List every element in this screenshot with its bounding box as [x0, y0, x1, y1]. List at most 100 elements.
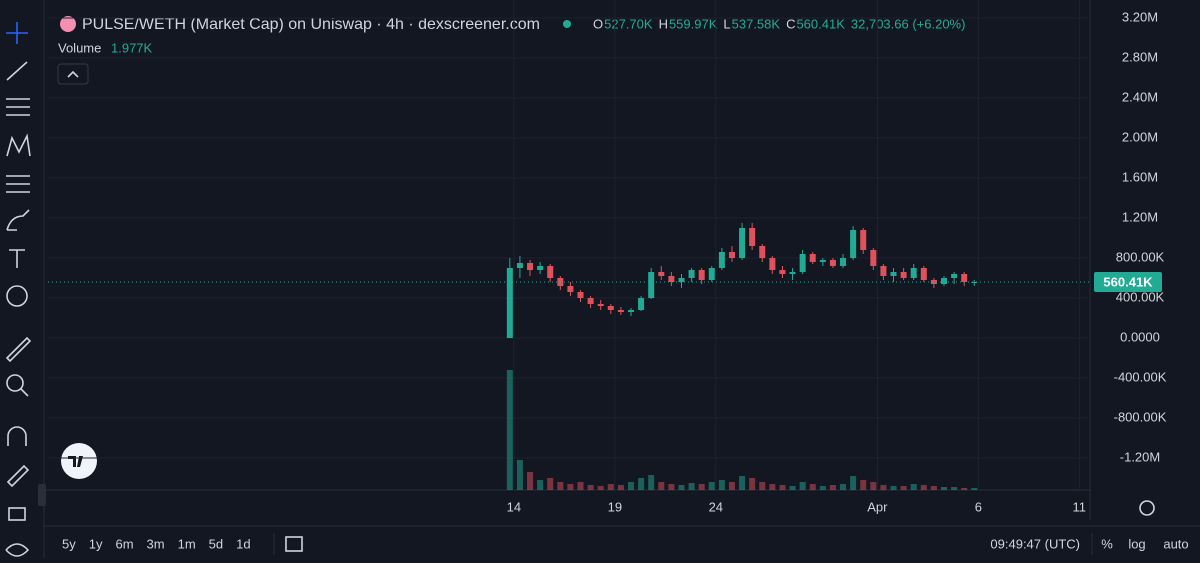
candle-body — [587, 298, 594, 304]
volume-bar — [708, 482, 715, 490]
volume-bar — [850, 476, 857, 490]
volume-bar — [527, 472, 534, 490]
volume-bar — [567, 484, 574, 490]
brush-tool[interactable] — [6, 209, 30, 231]
candle-body — [739, 228, 746, 258]
volume-bar — [516, 460, 523, 490]
range-button[interactable]: 1y — [89, 536, 103, 551]
volume-bar — [779, 485, 786, 490]
plot-area: 3.20M 2.80M 2.40M 2.00M 1.60M 1.20M 800.00K 400… — [48, 0, 1167, 514]
volume-bar — [759, 482, 766, 490]
candle-body — [951, 274, 958, 278]
visibility-tool[interactable] — [5, 543, 30, 557]
volume-bar — [728, 482, 735, 490]
candle-body — [516, 263, 523, 268]
volume-bar — [547, 478, 554, 490]
y-tick-label: 1.20M — [1122, 209, 1158, 224]
candle-body — [880, 266, 887, 276]
y-tick-label: 2.40M — [1122, 89, 1158, 104]
legend-value: 537.58K — [732, 16, 781, 31]
candle-body — [850, 230, 857, 258]
legend-value: 560.41K — [796, 16, 845, 31]
range-button[interactable]: 5y — [62, 536, 76, 551]
scale-option[interactable]: % — [1101, 536, 1113, 551]
collapse-toolbar[interactable] — [38, 484, 46, 506]
lock-draw-tool[interactable] — [6, 464, 30, 488]
range-button[interactable]: 6m — [115, 536, 133, 551]
volume-bar — [607, 484, 614, 490]
x-tick-label: 6 — [975, 499, 982, 514]
candle-body — [597, 304, 604, 306]
lock-tool[interactable] — [8, 507, 26, 521]
range-button[interactable]: 5d — [209, 536, 223, 551]
candle-body — [900, 272, 907, 278]
crosshair-tool[interactable] — [6, 22, 28, 44]
candle-body — [819, 260, 826, 262]
chart-title: PULSE/WETH (Market Cap) on Uniswap · 4h … — [82, 16, 540, 33]
candle-body — [688, 270, 695, 278]
candle-body — [648, 272, 655, 298]
volume-bar — [668, 484, 675, 490]
candle-body — [506, 268, 513, 338]
tv-logo-mark — [68, 456, 83, 467]
candle-body — [930, 280, 937, 284]
collapse-legend[interactable] — [57, 63, 89, 85]
emoji-tool[interactable] — [6, 285, 28, 307]
volume-bar — [537, 480, 544, 490]
goto-date-button[interactable] — [285, 536, 303, 552]
scale-option[interactable]: log — [1128, 536, 1145, 551]
volume-bar — [910, 484, 917, 490]
candle-body — [920, 268, 927, 280]
y-tick-label: -800.00K — [1114, 409, 1167, 424]
candle-body — [537, 266, 544, 270]
channel-tool[interactable] — [6, 98, 30, 116]
volume-bar — [920, 485, 927, 490]
legend-key: L — [723, 16, 730, 31]
range-button[interactable]: 3m — [147, 536, 165, 551]
zoom-handle — [20, 388, 29, 397]
pattern-tool[interactable] — [6, 133, 31, 157]
candle-body — [809, 254, 816, 262]
magnet-tool[interactable] — [7, 426, 27, 446]
last-price-badge — [1094, 271, 1162, 292]
clock: 09:49:47 (UTC) — [990, 536, 1080, 551]
y-tick-label: 0.0000 — [1120, 329, 1160, 344]
volume-bar — [658, 482, 665, 490]
candle-body — [607, 306, 614, 310]
status-dot — [563, 20, 571, 28]
fib-tool[interactable] — [6, 175, 30, 193]
ruler-tool[interactable] — [5, 336, 32, 363]
candle-body — [749, 228, 756, 246]
volume-bar — [860, 480, 867, 490]
trendline-tool[interactable] — [6, 61, 28, 81]
candle-body — [829, 260, 836, 266]
scale-option[interactable]: auto — [1163, 536, 1188, 551]
y-tick-label: 400.00K — [1116, 289, 1165, 304]
grid — [48, 0, 1090, 490]
volume-bar — [749, 478, 756, 490]
legend-key: C — [786, 16, 795, 31]
candle-body — [668, 276, 675, 282]
x-tick-label: 24 — [709, 499, 723, 514]
settings-button[interactable] — [1139, 500, 1155, 516]
range-button[interactable]: 1m — [178, 536, 196, 551]
text-tool[interactable] — [9, 249, 25, 268]
legend-change: 32,703.66 (+6.20%) — [851, 16, 966, 31]
volume-bar — [951, 487, 958, 490]
y-tick-label: -1.20M — [1120, 449, 1160, 464]
range-button[interactable]: 1d — [236, 536, 250, 551]
candle-body — [728, 252, 735, 258]
zoom-tool[interactable] — [6, 374, 24, 392]
volume-bar — [940, 487, 947, 490]
volume-bar — [809, 484, 816, 490]
candle-body — [638, 298, 645, 310]
candle-body — [678, 278, 685, 282]
candle-body — [860, 230, 867, 250]
candle-body — [617, 310, 624, 312]
volume-bar — [678, 485, 685, 490]
volume-bar — [769, 484, 776, 490]
volume-bar — [900, 486, 907, 490]
volume-bar — [961, 488, 968, 490]
